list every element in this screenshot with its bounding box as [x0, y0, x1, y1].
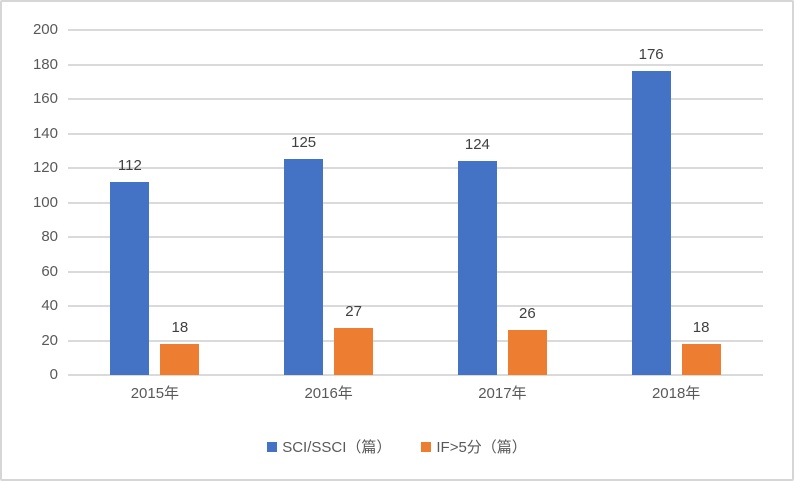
x-tick-label: 2018年 — [651, 385, 701, 402]
bar-if-5- — [334, 328, 374, 375]
legend-label: SCI/SSCI（篇） — [282, 439, 392, 456]
legend-item: SCI/SSCI（篇） — [267, 436, 391, 457]
gridline — [68, 374, 763, 376]
bar-column: 27 — [334, 303, 374, 375]
gridline — [68, 270, 763, 273]
x-tick-label: 2016年 — [304, 385, 353, 402]
bar-if-5- — [160, 343, 200, 375]
legend-item: IF>5分（篇） — [421, 436, 527, 457]
bar-sci-ssci- — [457, 161, 497, 375]
bar-column: 18 — [681, 318, 721, 375]
y-tick-label: 60 — [41, 262, 58, 280]
bar-value-label: 27 — [345, 303, 362, 321]
y-tick-label: 120 — [32, 159, 58, 176]
x-tick-label: 2017年 — [478, 385, 527, 402]
bar-value-label: 125 — [291, 134, 317, 152]
bar-column: 18 — [160, 318, 200, 375]
bar-value-label: 18 — [171, 318, 189, 336]
bar-value-label: 18 — [692, 318, 710, 336]
gridline — [68, 236, 763, 238]
legend-swatch — [421, 441, 432, 452]
gridline — [68, 29, 763, 31]
y-tick-label: 100 — [32, 193, 58, 211]
bar-column: 125 — [284, 134, 324, 375]
bar-column: 124 — [457, 136, 497, 375]
gridline — [68, 132, 763, 135]
bar-sci-ssci- — [110, 181, 150, 375]
legend: SCI/SSCI（篇） IF>5分（篇） — [2, 436, 792, 457]
bar-sci-ssci- — [631, 71, 671, 375]
y-tick-label: 140 — [32, 124, 58, 142]
bar-group: 124 26 — [416, 30, 590, 375]
bar-value-label: 124 — [464, 136, 490, 154]
gridline — [68, 98, 763, 100]
x-tick-label: 2015年 — [130, 385, 180, 402]
y-tick-label: 180 — [32, 55, 58, 73]
gridline — [68, 339, 763, 342]
bar-group: 176 18 — [589, 30, 763, 375]
bar-value-label: 112 — [117, 156, 142, 174]
legend-swatch — [267, 441, 278, 452]
bar-column: 112 — [110, 156, 150, 375]
bar-column: 176 — [631, 46, 671, 375]
bar-sci-ssci- — [284, 159, 324, 375]
y-tick-label: 80 — [41, 228, 58, 245]
bar-group: 125 27 — [242, 30, 416, 375]
y-tick-label: 0 — [49, 366, 58, 383]
y-tick-label: 200 — [32, 21, 58, 38]
bar-column: 26 — [507, 305, 547, 375]
y-tick-label: 160 — [32, 90, 58, 107]
legend-label: IF>5分（篇） — [436, 439, 527, 456]
bar-if-5- — [507, 330, 547, 375]
y-tick-label: 40 — [41, 297, 58, 314]
bar-group: 112 18 — [68, 30, 242, 375]
gridline — [68, 305, 763, 307]
y-tick-label: 20 — [41, 331, 58, 349]
bar-value-label: 176 — [638, 46, 664, 64]
gridline — [68, 167, 763, 169]
bar-value-label: 26 — [519, 305, 536, 323]
bar-if-5- — [681, 343, 721, 375]
gridline — [68, 63, 763, 66]
gridline — [68, 201, 763, 204]
